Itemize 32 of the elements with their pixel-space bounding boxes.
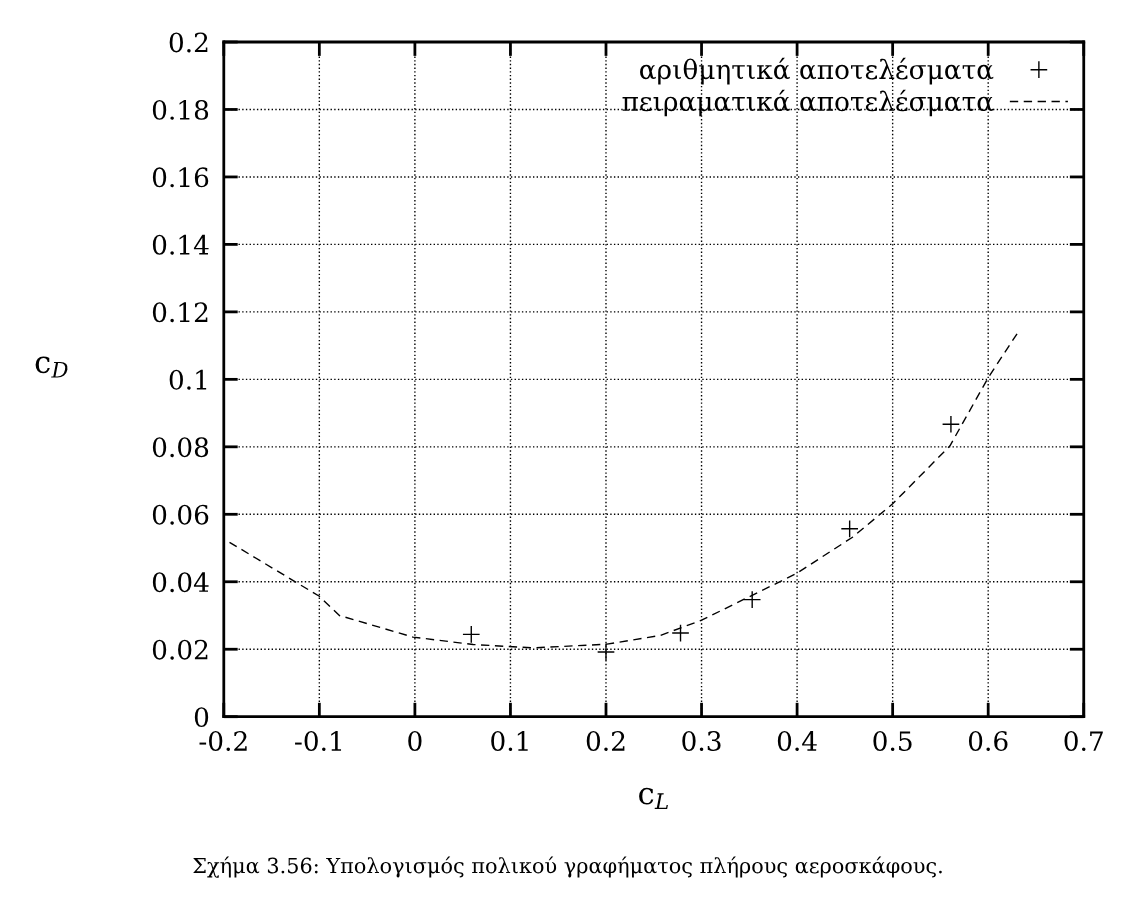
y-tick-label: 0 — [194, 707, 209, 728]
legend-label: αριθμητικά αποτελέσματα — [640, 57, 994, 85]
y-tick-label: 0.06 — [152, 504, 209, 525]
x-tick-label: -0.2 — [199, 731, 247, 752]
y-tick-label: 0.1 — [169, 369, 207, 390]
point — [840, 519, 859, 538]
x-axis-title: c$_{L}$ — [639, 787, 668, 809]
x-tick-label: 0.4 — [777, 731, 817, 752]
x-tick-label: 0.7 — [1064, 731, 1103, 752]
point — [462, 625, 481, 644]
y-tick-label: 0.2 — [169, 32, 208, 53]
y-tick-label: 0.12 — [152, 302, 208, 323]
y-tick-label: 0.08 — [152, 437, 209, 458]
point — [743, 590, 762, 609]
point — [941, 415, 960, 434]
x-tick-label: 0.3 — [682, 731, 721, 752]
y-tick-label: 0.04 — [152, 572, 209, 593]
legend-label: πειραματικά αποτελέσματα — [622, 89, 994, 117]
y-tick-label: 0.14 — [152, 234, 209, 255]
x-tick-label: 0 — [408, 731, 422, 752]
y-tick-label: 0.16 — [152, 167, 209, 188]
y-tick-label: 0.02 — [152, 639, 208, 660]
x-tick-label: 0.2 — [586, 731, 625, 752]
x-tick-label: 0.6 — [968, 731, 1008, 752]
y-axis-title: c$_{D}$ — [35, 356, 68, 378]
x-tick-label: 0.1 — [491, 731, 528, 752]
text: Σχήμα 3.56: Υπολογισμός πολικού γραφήματος πλήρους αεροσκάφους. — [193, 856, 942, 878]
point — [596, 642, 616, 661]
x-tick-label: -0.1 — [295, 731, 342, 752]
x-tick-label: 0.5 — [873, 731, 912, 752]
point — [671, 624, 690, 643]
y-tick-label: 0.18 — [152, 99, 209, 120]
